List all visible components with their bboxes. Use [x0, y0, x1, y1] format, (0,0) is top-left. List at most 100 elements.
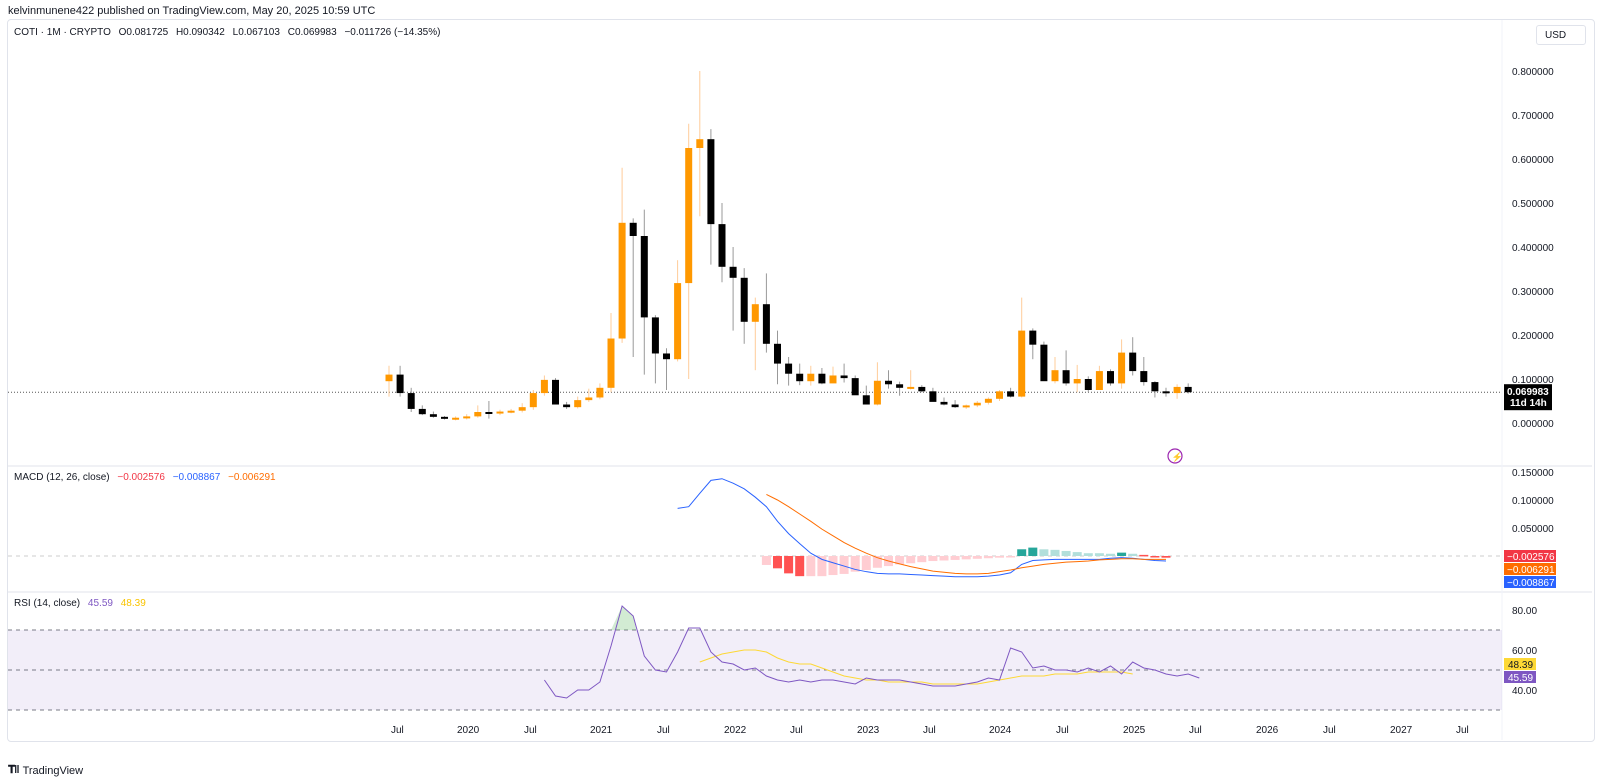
candle-body[interactable]: [851, 378, 859, 396]
candle-body[interactable]: [640, 236, 648, 318]
candle-body[interactable]: [685, 148, 693, 284]
rsi-ma-badge: [1504, 658, 1536, 670]
candle-body[interactable]: [1129, 352, 1137, 372]
candle-body[interactable]: [1095, 371, 1103, 390]
candle-body[interactable]: [418, 408, 426, 415]
candle-body[interactable]: [929, 391, 937, 402]
candle-body[interactable]: [940, 401, 948, 405]
candle-body[interactable]: [885, 380, 892, 385]
candle-body[interactable]: [1151, 382, 1159, 392]
candle-body[interactable]: [396, 374, 404, 394]
candle-body[interactable]: [529, 393, 537, 408]
candle-body[interactable]: [496, 411, 504, 414]
symbol-name[interactable]: COTI · 1M · CRYPTO: [14, 27, 111, 38]
candle-body[interactable]: [907, 386, 915, 389]
candle-body[interactable]: [585, 397, 593, 401]
candle-body[interactable]: [807, 373, 815, 382]
candle-body[interactable]: [896, 384, 904, 388]
macd-histogram-bar: [850, 556, 860, 572]
candle-body[interactable]: [1029, 330, 1037, 345]
time-axis-label: Jul: [657, 725, 670, 736]
candle-body[interactable]: [1018, 330, 1026, 397]
candle-body[interactable]: [563, 404, 571, 408]
candle-body[interactable]: [796, 373, 804, 382]
macd-histogram-bar: [1072, 552, 1082, 556]
candle-body[interactable]: [1051, 370, 1059, 382]
candle-body[interactable]: [1084, 379, 1092, 390]
candle-body[interactable]: [518, 407, 526, 411]
candle-body[interactable]: [1162, 391, 1170, 394]
candle-body[interactable]: [873, 380, 881, 405]
macd-histogram-bar: [1094, 553, 1104, 556]
candle-body[interactable]: [596, 387, 604, 398]
candle-body[interactable]: [1007, 391, 1015, 397]
candle-body[interactable]: [607, 338, 615, 388]
macd-histogram-bar: [1106, 553, 1115, 556]
price-axis-tick: 0.600000: [1512, 155, 1554, 166]
rsi-line: [543, 605, 1200, 699]
macd-histogram-bar: [906, 556, 916, 564]
rsi-badge: [1504, 671, 1536, 683]
macd-histogram-bar: [895, 556, 905, 565]
candle-body[interactable]: [707, 139, 715, 225]
candle-body[interactable]: [507, 410, 515, 413]
lightning-glyph: ⚡: [1172, 451, 1183, 463]
candle-body[interactable]: [918, 386, 926, 392]
candle-body[interactable]: [862, 395, 870, 405]
candle-body[interactable]: [1184, 386, 1192, 393]
candle-body[interactable]: [996, 391, 1003, 399]
candle-body[interactable]: [574, 400, 582, 408]
candle-body[interactable]: [840, 375, 848, 379]
candle-body[interactable]: [429, 414, 437, 417]
candle-body[interactable]: [452, 417, 460, 420]
candle-body[interactable]: [540, 379, 548, 394]
candle-body[interactable]: [618, 222, 626, 339]
macd-title[interactable]: MACD (12, 26, close): [14, 472, 110, 483]
candle-body[interactable]: [1118, 352, 1126, 384]
candle-body[interactable]: [463, 416, 471, 419]
candle-body[interactable]: [1062, 370, 1070, 384]
candle-body[interactable]: [829, 375, 837, 384]
candle-body[interactable]: [651, 317, 659, 354]
candle-body[interactable]: [718, 224, 726, 267]
candle-body[interactable]: [818, 373, 826, 384]
candle-body[interactable]: [441, 416, 448, 419]
lightning-icon[interactable]: [1167, 448, 1183, 464]
candle-body[interactable]: [663, 353, 670, 360]
candle-body[interactable]: [629, 222, 637, 236]
candle-body[interactable]: [984, 398, 992, 403]
rsi-title[interactable]: RSI (14, close): [14, 598, 81, 609]
candle-body[interactable]: [751, 304, 759, 322]
candle-body[interactable]: [485, 412, 493, 414]
candle-body[interactable]: [785, 363, 793, 374]
macd-histogram-bar: [961, 556, 971, 560]
candle-body[interactable]: [973, 402, 981, 406]
ohlc-high: H0.090342: [175, 27, 225, 38]
candle-body[interactable]: [729, 266, 737, 278]
candle-body[interactable]: [1173, 386, 1181, 394]
candle-body[interactable]: [740, 277, 748, 322]
macd-histogram-bar: [1139, 554, 1149, 557]
candle-body[interactable]: [385, 374, 393, 382]
candle-body[interactable]: [407, 393, 415, 409]
candle-body[interactable]: [674, 283, 682, 360]
candle-body[interactable]: [951, 404, 959, 408]
candle-body[interactable]: [962, 405, 970, 408]
rsi-badge-label: 45.59: [1508, 673, 1533, 684]
macd-histogram-bar: [928, 556, 938, 562]
macd-histogram-bar: [872, 556, 882, 568]
time-axis-label: Jul: [391, 725, 404, 736]
price-axis-tick: 0.000000: [1512, 419, 1554, 430]
currency-button[interactable]: USD: [1536, 25, 1586, 45]
candle-body[interactable]: [1073, 379, 1081, 384]
candle-body[interactable]: [474, 412, 482, 417]
candle-body[interactable]: [762, 304, 770, 344]
candle-body[interactable]: [1040, 344, 1048, 382]
candle-body[interactable]: [696, 139, 704, 148]
candle-body[interactable]: [1140, 371, 1148, 383]
candle-body[interactable]: [1107, 371, 1114, 384]
candle-body[interactable]: [552, 379, 559, 405]
candle-body[interactable]: [774, 343, 781, 364]
chart-frame: [7, 19, 1595, 742]
